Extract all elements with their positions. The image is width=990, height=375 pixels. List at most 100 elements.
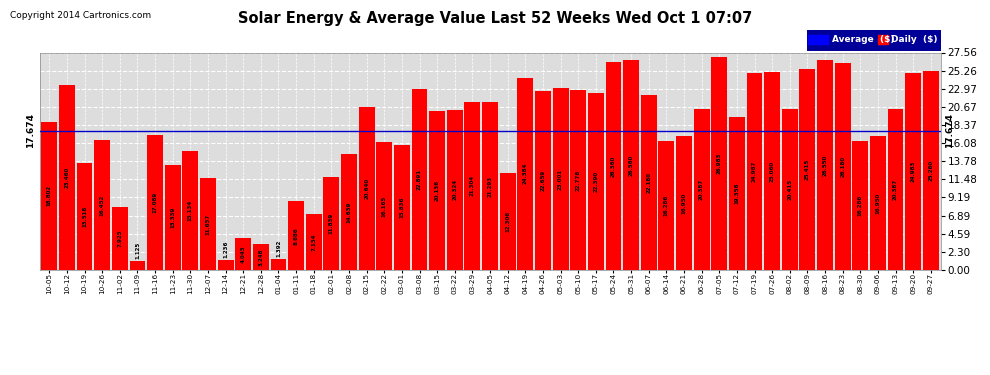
Bar [342, 154, 357, 270]
Text: 11.657: 11.657 [206, 213, 211, 235]
Bar [59, 85, 75, 270]
Text: 23.460: 23.460 [64, 167, 69, 188]
Text: 17.089: 17.089 [152, 192, 157, 213]
Bar [800, 69, 816, 270]
Bar [464, 102, 480, 270]
Text: Daily  ($): Daily ($) [891, 35, 938, 44]
Bar [200, 178, 216, 270]
Text: 15.836: 15.836 [399, 197, 404, 218]
Text: 14.639: 14.639 [346, 201, 351, 223]
Text: Average  ($): Average ($) [833, 35, 895, 44]
Bar [552, 88, 568, 270]
Text: 22.659: 22.659 [541, 170, 545, 191]
Bar [746, 73, 762, 270]
Bar [658, 141, 674, 270]
Text: 13.339: 13.339 [170, 207, 175, 228]
Bar [588, 93, 604, 270]
Text: 26.360: 26.360 [611, 155, 616, 177]
Text: 17.674: 17.674 [945, 113, 954, 148]
Bar [306, 213, 322, 270]
Text: 18.802: 18.802 [47, 185, 51, 206]
Bar [288, 201, 304, 270]
Text: 16.286: 16.286 [857, 195, 862, 216]
Text: 12.306: 12.306 [505, 211, 510, 232]
Text: 20.415: 20.415 [787, 179, 792, 200]
Text: 24.384: 24.384 [523, 163, 528, 184]
Text: 21.293: 21.293 [487, 176, 493, 196]
Bar [711, 57, 728, 270]
Text: 16.452: 16.452 [100, 195, 105, 216]
Bar [358, 107, 374, 270]
Bar [270, 259, 286, 270]
Bar [782, 109, 798, 270]
Bar [112, 207, 128, 270]
Text: 26.550: 26.550 [823, 154, 828, 176]
Bar [430, 111, 446, 270]
Bar [376, 142, 392, 270]
Text: 1.236: 1.236 [223, 240, 228, 258]
Text: 1.125: 1.125 [135, 242, 140, 259]
Text: Solar Energy & Average Value Last 52 Weeks Wed Oct 1 07:07: Solar Energy & Average Value Last 52 Wee… [238, 11, 752, 26]
Text: 16.165: 16.165 [382, 196, 387, 217]
Text: 20.136: 20.136 [435, 180, 440, 201]
Bar [694, 109, 710, 270]
Bar [446, 110, 462, 270]
Bar [888, 109, 904, 270]
Text: 16.286: 16.286 [664, 195, 669, 216]
Bar [236, 238, 251, 270]
Text: 26.560: 26.560 [629, 154, 634, 176]
Text: 24.983: 24.983 [911, 161, 916, 182]
Text: 24.987: 24.987 [752, 161, 757, 182]
Bar [218, 260, 234, 270]
Bar [570, 90, 586, 270]
Bar [500, 173, 516, 270]
Text: Copyright 2014 Cartronics.com: Copyright 2014 Cartronics.com [10, 11, 151, 20]
Bar [412, 89, 428, 270]
Bar [878, 35, 888, 45]
Text: 20.387: 20.387 [893, 179, 898, 200]
Bar [252, 244, 269, 270]
Bar [729, 117, 744, 270]
Text: 20.640: 20.640 [364, 178, 369, 199]
Text: 26.983: 26.983 [717, 153, 722, 174]
Bar [905, 73, 921, 270]
Bar [817, 60, 833, 270]
Text: 21.304: 21.304 [470, 176, 475, 196]
Bar [182, 151, 198, 270]
Text: 1.392: 1.392 [276, 239, 281, 256]
Text: 22.778: 22.778 [576, 170, 581, 191]
Text: 3.248: 3.248 [258, 248, 263, 266]
Text: 20.387: 20.387 [699, 179, 704, 200]
Text: 22.390: 22.390 [593, 171, 598, 192]
Bar [676, 136, 692, 270]
Bar [42, 122, 57, 270]
Bar [94, 140, 110, 270]
Text: 7.925: 7.925 [118, 230, 123, 248]
Bar [808, 35, 829, 45]
Text: 17.674: 17.674 [26, 113, 35, 148]
Text: 7.154: 7.154 [311, 233, 316, 250]
Text: 8.686: 8.686 [294, 227, 299, 244]
Text: 23.001: 23.001 [558, 169, 563, 190]
Bar [394, 145, 410, 270]
Bar [835, 63, 850, 270]
Bar [324, 177, 340, 270]
Text: 20.324: 20.324 [452, 179, 457, 200]
Bar [482, 102, 498, 270]
Bar [870, 136, 886, 270]
Text: 16.950: 16.950 [681, 192, 686, 214]
Text: 22.891: 22.891 [417, 169, 422, 190]
Bar [164, 165, 180, 270]
Bar [518, 78, 534, 270]
Text: 25.415: 25.415 [805, 159, 810, 180]
Text: 4.043: 4.043 [241, 245, 246, 263]
Bar [606, 62, 622, 270]
Bar [535, 91, 550, 270]
Text: 13.518: 13.518 [82, 206, 87, 227]
Text: 25.260: 25.260 [929, 160, 934, 181]
Bar [764, 72, 780, 270]
Text: 19.356: 19.356 [735, 183, 740, 204]
Text: 25.060: 25.060 [769, 160, 774, 182]
Bar [623, 60, 639, 270]
Text: 11.839: 11.839 [329, 213, 334, 234]
